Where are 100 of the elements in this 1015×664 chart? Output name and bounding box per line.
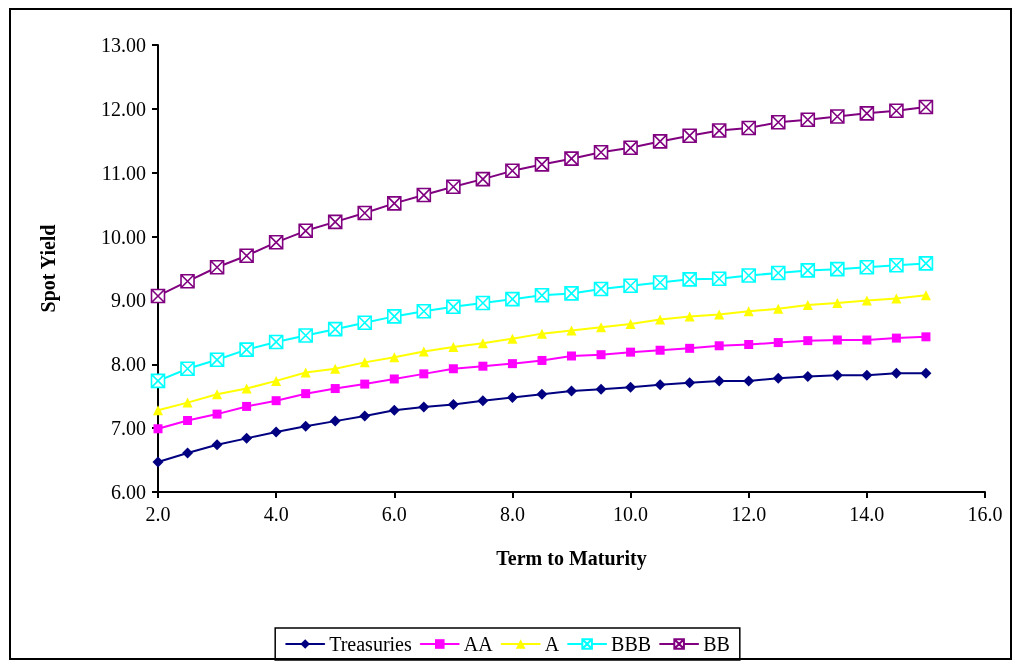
point (388, 404, 400, 416)
point (241, 432, 253, 444)
y-tick-label: 10.00 (101, 225, 146, 248)
point (831, 369, 843, 381)
point (300, 420, 312, 432)
point (153, 405, 163, 416)
y-tick-label: 7.00 (111, 417, 146, 440)
point (447, 399, 459, 411)
point (770, 114, 786, 130)
point (301, 389, 311, 399)
point (505, 163, 520, 179)
point (448, 364, 458, 374)
x-tick-label: 8.0 (499, 503, 525, 525)
point (242, 401, 252, 411)
point (212, 409, 222, 419)
point (773, 338, 783, 348)
point (536, 328, 547, 339)
point (270, 426, 282, 438)
point (921, 332, 931, 342)
point (357, 315, 373, 331)
point (682, 128, 697, 143)
point (861, 295, 872, 306)
point (359, 357, 370, 368)
point (625, 319, 636, 330)
x-tick-label: 10.0 (613, 503, 649, 525)
y-tick-label: 11.00 (101, 161, 146, 184)
legend-label: Treasuries (329, 633, 412, 655)
point (862, 335, 872, 345)
point (271, 375, 282, 386)
point (239, 248, 254, 264)
legend-label: BBB (611, 633, 652, 655)
point (889, 103, 904, 119)
legend-label: AA (463, 633, 494, 655)
point (567, 351, 576, 361)
point (889, 258, 904, 273)
point (183, 415, 193, 425)
x-tick-label: 14.0 (849, 503, 885, 525)
point (180, 361, 195, 377)
point (212, 389, 223, 400)
y-axis-title: Spot Yield (37, 224, 60, 313)
point (682, 272, 697, 287)
point (891, 333, 901, 343)
point (152, 456, 164, 468)
point (655, 345, 665, 355)
point (300, 367, 311, 378)
point (359, 410, 371, 422)
x-tick-label: 16.0 (967, 503, 1003, 525)
point (329, 415, 341, 427)
point (566, 385, 577, 397)
point (625, 381, 637, 393)
point (271, 396, 281, 406)
point (507, 359, 517, 369)
point (655, 314, 666, 325)
legend-label: BB (703, 633, 730, 655)
point (507, 333, 518, 344)
point (832, 297, 843, 308)
point (890, 367, 902, 379)
point (386, 196, 402, 211)
point (713, 375, 725, 387)
point (654, 379, 666, 391)
point (832, 335, 842, 345)
point (360, 379, 370, 389)
point (477, 338, 488, 349)
point (418, 346, 429, 357)
point (800, 112, 816, 128)
point (626, 347, 636, 357)
point (743, 375, 755, 387)
point (386, 309, 402, 324)
point (298, 328, 313, 343)
x-tick-label: 2.0 (145, 503, 171, 525)
point (596, 322, 607, 333)
point (564, 286, 579, 301)
point (685, 343, 695, 353)
point (418, 401, 430, 413)
point (478, 361, 488, 371)
point (330, 363, 341, 374)
point (153, 424, 163, 434)
point (564, 151, 579, 166)
point (596, 350, 606, 360)
point (803, 336, 813, 346)
y-tick-label: 12.00 (101, 97, 146, 120)
y-tick-label: 8.00 (111, 353, 146, 376)
x-tick-label: 4.0 (263, 503, 289, 525)
legend-label: A (544, 633, 560, 655)
point (446, 179, 461, 195)
point (920, 290, 931, 301)
y-tick-label: 6.00 (111, 481, 146, 503)
point (920, 367, 932, 379)
point (389, 352, 400, 363)
point (684, 311, 695, 322)
point (536, 388, 548, 400)
point (743, 306, 754, 317)
point (714, 309, 725, 320)
point (595, 383, 607, 395)
point (448, 342, 459, 353)
point (419, 369, 429, 379)
point (741, 268, 757, 283)
point (772, 372, 784, 384)
point (830, 109, 845, 124)
point (389, 374, 399, 384)
